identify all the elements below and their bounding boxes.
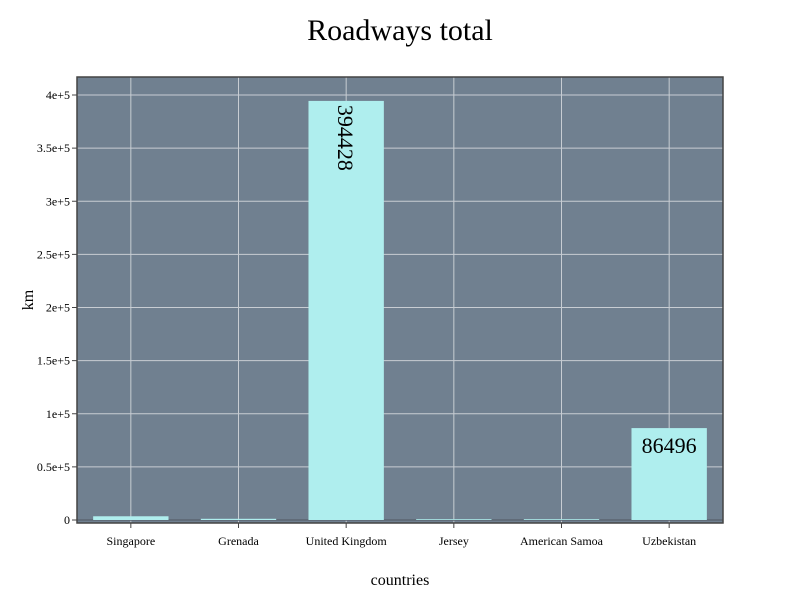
x-tick-label: Jersey bbox=[439, 534, 469, 548]
bars bbox=[93, 100, 707, 520]
x-tick-label: American Samoa bbox=[520, 534, 604, 548]
x-tick-label: Uzbekistan bbox=[642, 534, 696, 548]
chart-title: Roadways total bbox=[307, 14, 493, 47]
bar bbox=[523, 519, 600, 520]
x-axis-ticks: Singapore Grenada United Kingdom Jersey Amer… bbox=[107, 523, 696, 548]
plot-frame bbox=[76, 76, 724, 524]
y-tick-label: 2e+5 bbox=[46, 301, 70, 315]
data-labels: 394428 86496 bbox=[333, 105, 697, 458]
y-axis-label: km bbox=[20, 289, 37, 310]
y-tick-label: 0.5e+5 bbox=[37, 460, 70, 474]
x-axis-label: countries bbox=[371, 572, 430, 589]
y-tick-label: 1e+5 bbox=[46, 407, 70, 421]
data-label: 394428 bbox=[333, 105, 358, 171]
data-label: 86496 bbox=[642, 433, 697, 458]
x-tick-label: United Kingdom bbox=[306, 534, 388, 548]
y-tick-label: 3.5e+5 bbox=[37, 141, 70, 155]
y-tick-label: 3e+5 bbox=[46, 194, 70, 208]
bar bbox=[416, 519, 492, 520]
y-tick-label: 2.5e+5 bbox=[37, 247, 70, 261]
plot-area bbox=[77, 77, 723, 523]
bar bbox=[631, 428, 707, 520]
bar bbox=[200, 518, 277, 520]
y-tick-label: 0 bbox=[64, 513, 70, 527]
y-tick-label: 1.5e+5 bbox=[37, 354, 70, 368]
y-tick-label: 4e+5 bbox=[46, 88, 70, 102]
bar bbox=[308, 100, 384, 520]
x-tick-label: Grenada bbox=[218, 534, 259, 548]
bar bbox=[93, 516, 169, 520]
x-tick-label: Singapore bbox=[107, 534, 156, 548]
y-axis-ticks: 0 0.5e+5 1e+5 1.5e+5 2e+5 2.5e+5 3e+5 3.5e+5 4e+… bbox=[37, 88, 77, 527]
